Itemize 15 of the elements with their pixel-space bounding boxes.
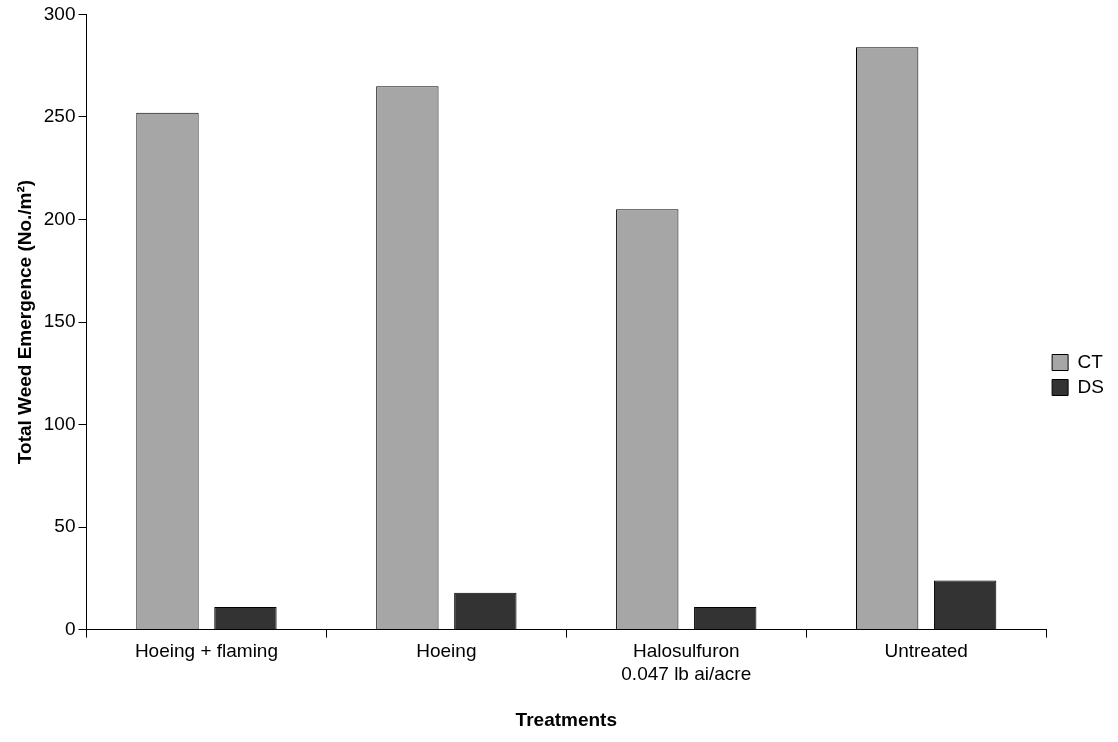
y-tick-label: 0 <box>64 617 76 639</box>
legend-label: CT <box>1077 350 1104 372</box>
x-tick-label: Untreated <box>884 640 968 662</box>
legend-label: DS <box>1077 375 1105 397</box>
y-tick-label: 250 <box>43 105 76 127</box>
y-tick-label: 100 <box>43 412 76 434</box>
y-tick-label: 150 <box>43 310 76 332</box>
x-tick-label: Halosulfuron 0.047 lb ai/acre <box>621 640 752 685</box>
y-tick-label: 200 <box>43 207 76 229</box>
x-tick-label: Hoeing + flaming <box>134 640 279 662</box>
y-tick-label: 300 <box>43 2 76 24</box>
x-axis-title: Treatments <box>515 708 617 730</box>
y-tick-label: 50 <box>54 515 76 537</box>
y-axis-title: Total Weed Emergence (No./m²) <box>13 179 35 465</box>
x-tick-label: Hoeing <box>416 640 477 662</box>
